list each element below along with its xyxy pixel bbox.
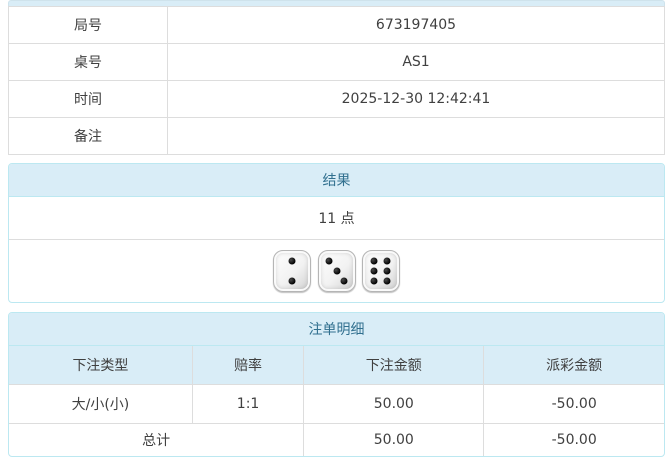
round-id-label: 局号 bbox=[8, 6, 168, 44]
result-panel: 结果 11 点 bbox=[8, 163, 665, 303]
die-icon bbox=[361, 250, 400, 292]
bet-row: 大/小(小) 1:1 50.00 -50.00 bbox=[9, 384, 664, 424]
table-row: 备注 bbox=[8, 117, 665, 155]
column-header-bet-type: 下注类型 bbox=[9, 346, 193, 385]
bet-payout: -50.00 bbox=[483, 384, 664, 424]
truncated-header-strip bbox=[8, 0, 665, 6]
column-header-bet-amount: 下注金额 bbox=[303, 346, 485, 385]
remark-label: 备注 bbox=[8, 117, 168, 155]
total-row: 总计 50.00 -50.00 bbox=[9, 423, 664, 456]
column-header-payout-amount: 派彩金额 bbox=[483, 346, 664, 385]
total-amount: 50.00 bbox=[303, 423, 485, 456]
bets-table: 下注类型 赔率 下注金额 派彩金额 大/小(小) 1:1 50.00 -50.0… bbox=[9, 346, 664, 456]
bets-header-row: 下注类型 赔率 下注金额 派彩金额 bbox=[9, 346, 664, 385]
game-info-table: 局号 673197405 桌号 AS1 时间 2025-12-30 12:42:… bbox=[8, 6, 665, 155]
bet-type: 大/小(小) bbox=[9, 384, 193, 424]
table-row: 桌号 AS1 bbox=[8, 43, 665, 81]
result-panel-title: 结果 bbox=[9, 164, 664, 197]
column-header-odds: 赔率 bbox=[191, 346, 305, 385]
table-row: 局号 673197405 bbox=[8, 6, 665, 44]
time-value: 2025-12-30 12:42:41 bbox=[167, 80, 665, 118]
result-points: 11 点 bbox=[9, 197, 664, 240]
time-label: 时间 bbox=[8, 80, 168, 118]
bet-amount: 50.00 bbox=[303, 384, 485, 424]
bet-odds: 1:1 bbox=[191, 384, 305, 424]
remark-value bbox=[167, 117, 665, 155]
total-label: 总计 bbox=[9, 423, 305, 456]
total-payout: -50.00 bbox=[483, 423, 664, 456]
die-icon bbox=[273, 250, 312, 292]
die-icon bbox=[317, 250, 356, 292]
table-id-value: AS1 bbox=[167, 43, 665, 81]
dice-row bbox=[9, 240, 664, 302]
table-row: 时间 2025-12-30 12:42:41 bbox=[8, 80, 665, 118]
round-id-value: 673197405 bbox=[167, 6, 665, 44]
table-id-label: 桌号 bbox=[8, 43, 168, 81]
bets-panel-title: 注单明细 bbox=[9, 313, 664, 346]
bets-panel: 注单明细 下注类型 赔率 下注金额 派彩金额 大/小(小) 1:1 50.00 … bbox=[8, 312, 665, 457]
